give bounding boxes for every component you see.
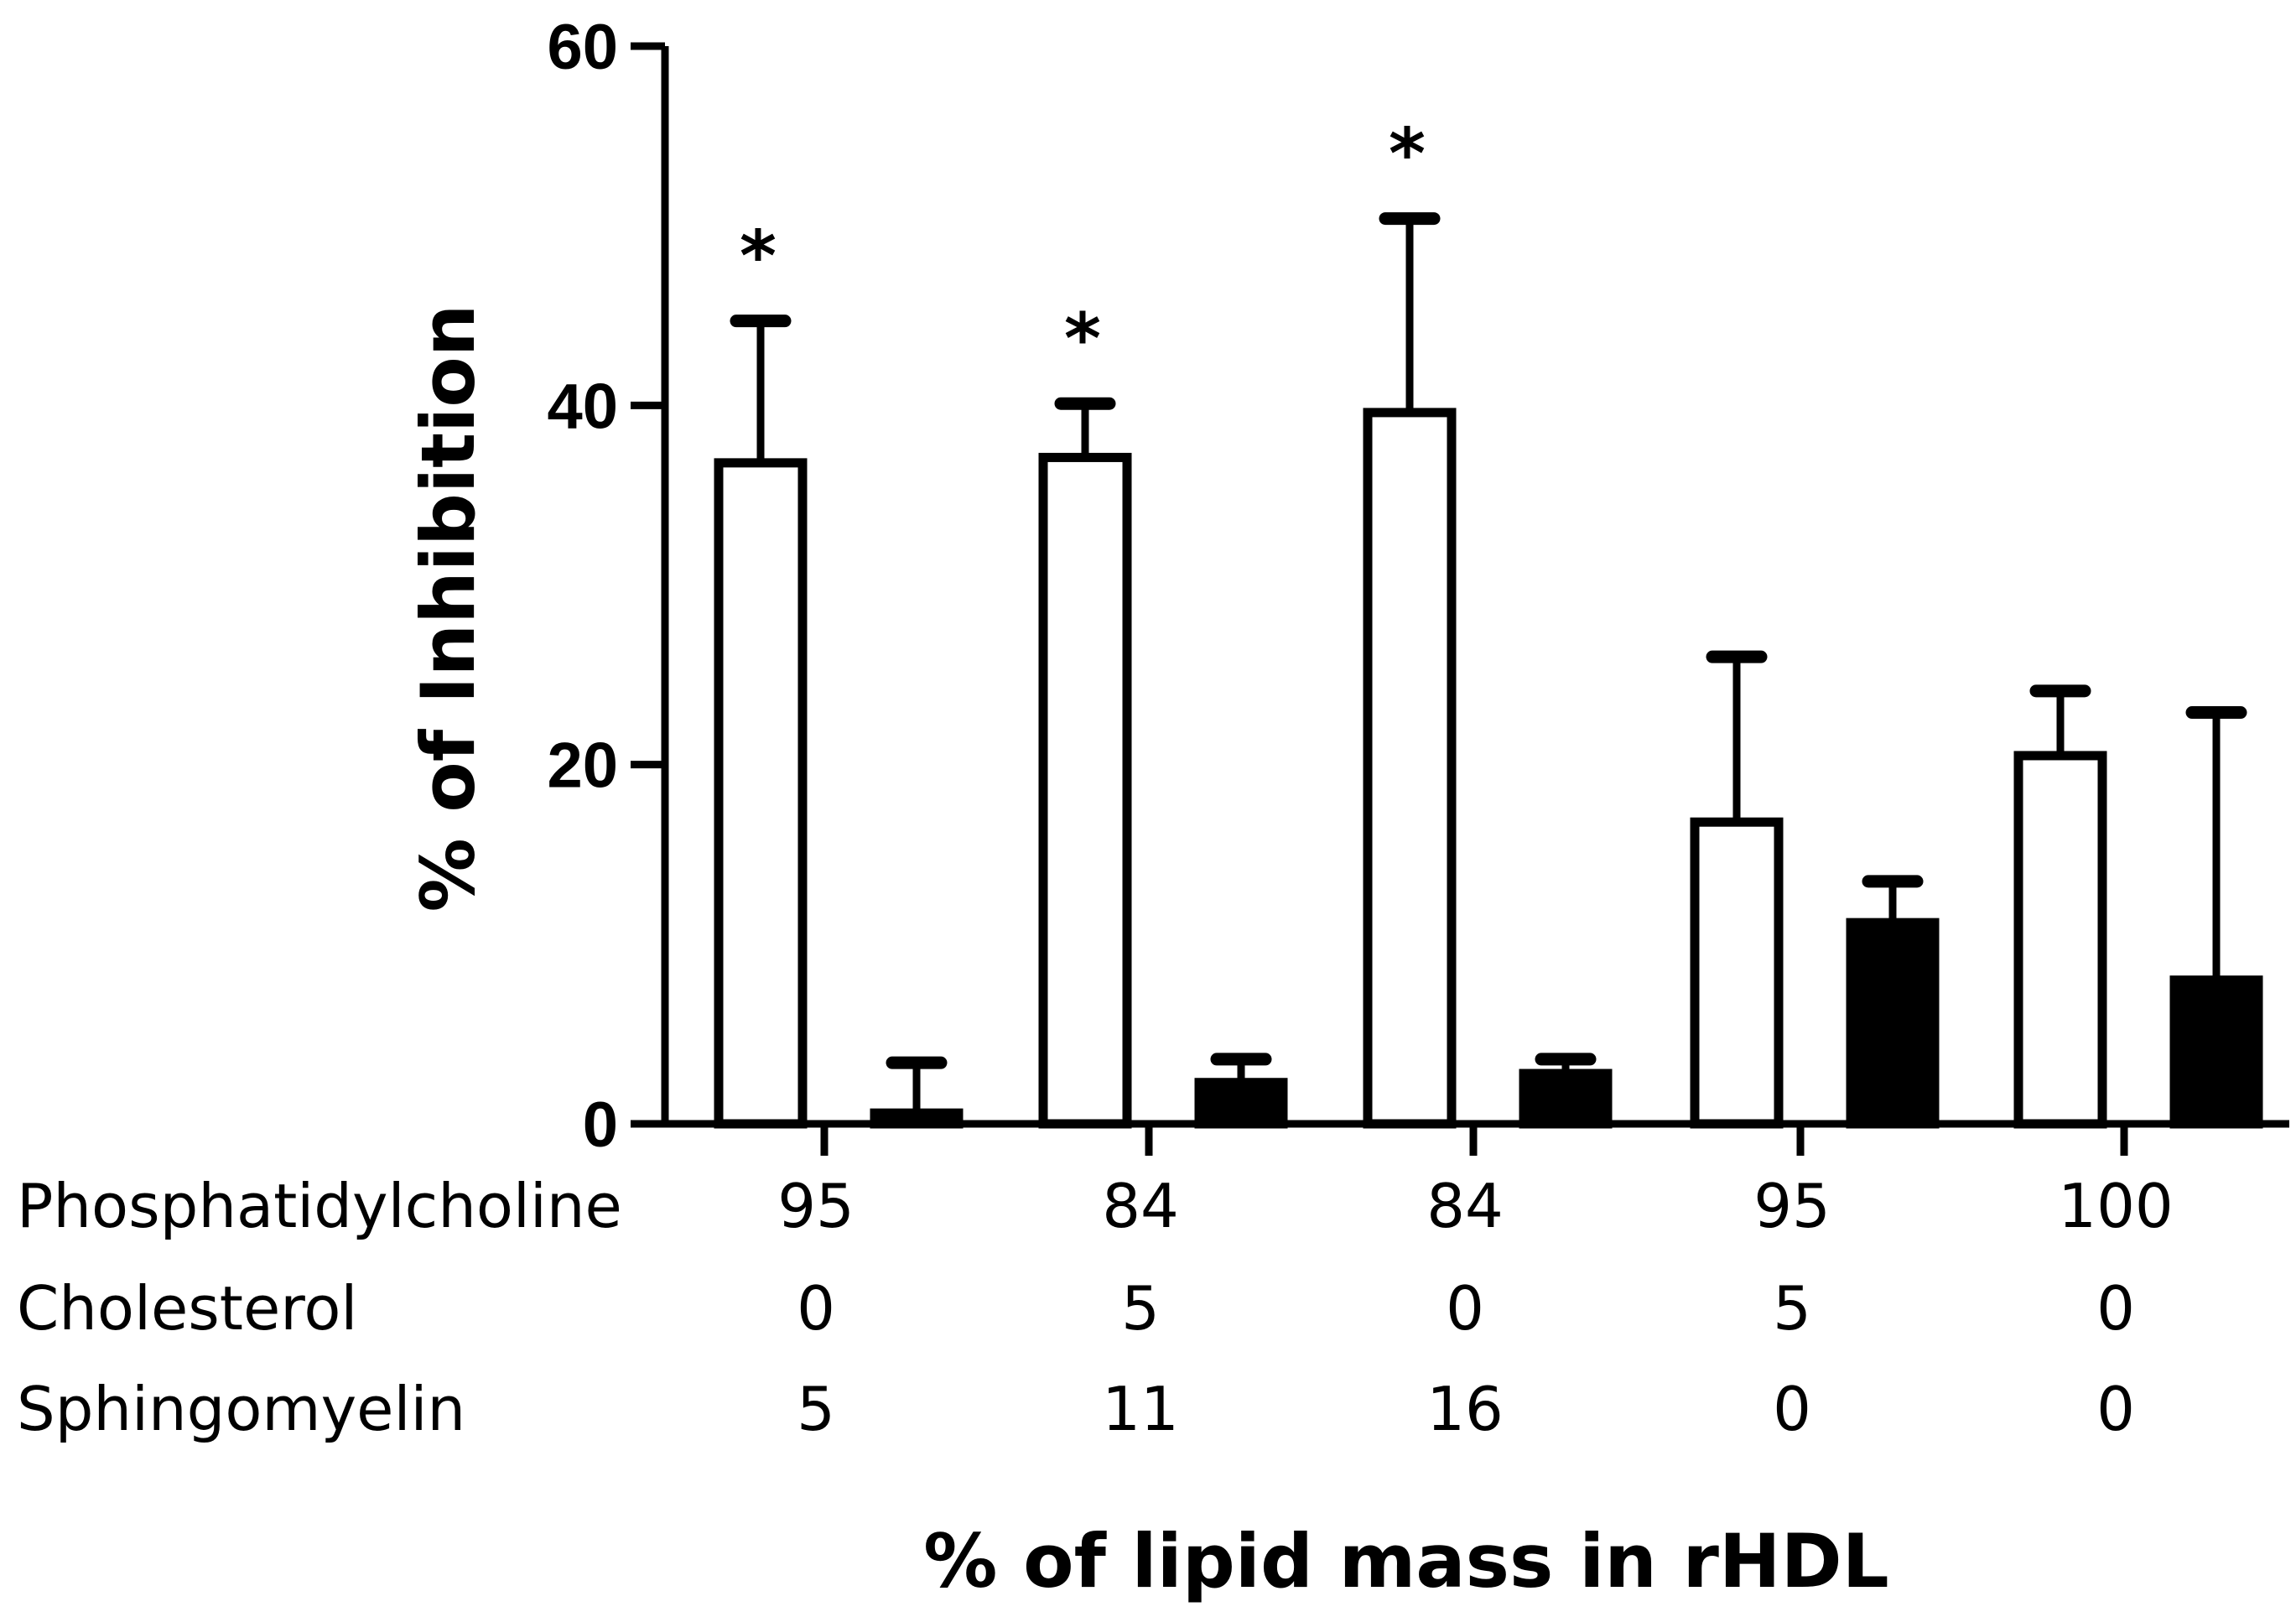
group-0-cholesterol: 0 [797, 1273, 835, 1344]
group-2-phosphatidylcholine: 84 [1426, 1171, 1504, 1241]
group-0-phosphatidylcholine: 95 [777, 1171, 855, 1241]
y-tick-label-40: 40 [547, 371, 618, 442]
bar-s1-g4 [2169, 975, 2263, 1129]
group-1-cholesterol: 5 [1121, 1273, 1160, 1344]
group-1-sphingomyelin: 11 [1102, 1374, 1179, 1444]
group-3-cholesterol: 5 [1773, 1273, 1811, 1344]
y-tick-label-0: 0 [583, 1089, 618, 1161]
bars-layer: * * * [714, 113, 2263, 1129]
group-2-sphingomyelin: 16 [1426, 1374, 1504, 1444]
group-2-cholesterol: 0 [1446, 1273, 1484, 1344]
significance-star-1: * [1064, 298, 1101, 380]
bar-s1-g1 [1194, 1078, 1288, 1129]
bar-s0-g4 [2013, 751, 2107, 1129]
bar-s0-g0 [714, 458, 808, 1129]
bar-s0-g2 [1363, 408, 1457, 1129]
labels-layer: % of Inhibition % of lipid mass in rHDL … [17, 304, 1889, 1604]
significance-star-0: * [740, 216, 777, 298]
x-axis-title: % of lipid mass in rHDL [923, 1518, 1888, 1604]
group-4-cholesterol: 0 [2096, 1273, 2135, 1344]
row-label-phosphatidylcholine: Phosphatidylcholine [17, 1171, 622, 1241]
row-label-sphingomyelin: Sphingomyelin [17, 1374, 465, 1444]
y-tick-label-60: 60 [547, 12, 618, 83]
bar-s1-g3 [1846, 918, 1940, 1129]
group-3-phosphatidylcholine: 95 [1753, 1171, 1831, 1241]
y-tick-label-20: 20 [547, 731, 618, 802]
group-3-sphingomyelin: 0 [1773, 1374, 1811, 1444]
bar-s0-g3 [1690, 817, 1784, 1129]
group-0-sphingomyelin: 5 [797, 1374, 835, 1444]
group-4-phosphatidylcholine: 100 [2058, 1171, 2173, 1241]
significance-star-2: * [1389, 113, 1426, 195]
y-axis-title: % of Inhibition [405, 304, 491, 912]
bar-s0-g1 [1038, 452, 1132, 1129]
group-1-phosphatidylcholine: 84 [1102, 1171, 1179, 1241]
group-4-sphingomyelin: 0 [2096, 1374, 2135, 1444]
bar-s1-g2 [1519, 1068, 1613, 1129]
ticks-layer: 0 20 40 60 95 0 5 84 5 11 84 0 16 95 5 0 100 0 0 [547, 12, 2173, 1444]
row-label-cholesterol: Cholesterol [17, 1273, 357, 1344]
